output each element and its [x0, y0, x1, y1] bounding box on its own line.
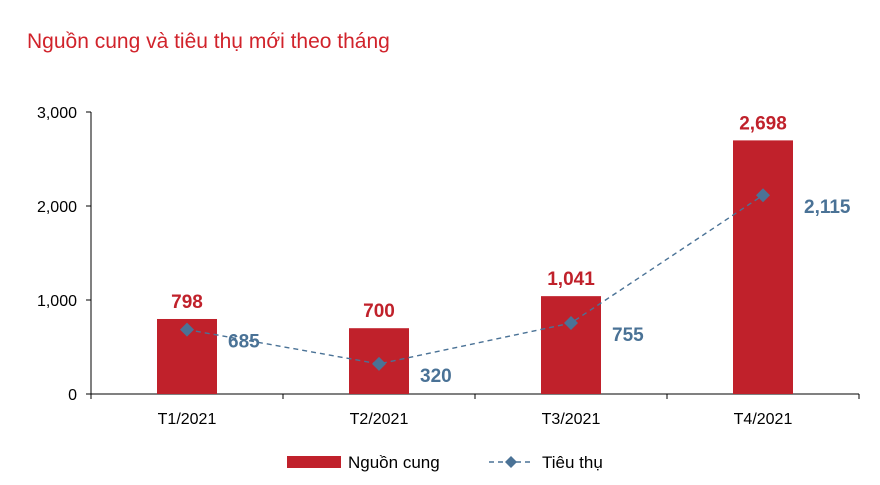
line-data-label: 685 [228, 332, 260, 353]
line-data-label: 320 [420, 366, 452, 387]
line-data-label: 2,115 [804, 197, 851, 218]
x-tick-label: T4/2021 [734, 411, 793, 428]
line-point-marker [756, 188, 770, 203]
legend-swatch-marker [505, 456, 517, 468]
chart-title: Nguồn cung và tiêu thụ mới theo tháng [27, 30, 390, 53]
bar-data-label: 700 [363, 301, 395, 322]
x-tick-label: T2/2021 [350, 411, 409, 428]
bar [541, 296, 601, 394]
bar-data-label: 798 [171, 292, 203, 313]
y-tick-label: 1,000 [37, 293, 77, 310]
line-series-path [186, 194, 764, 365]
x-tick-label: T1/2021 [158, 411, 217, 428]
bar-data-label: 1,041 [547, 269, 595, 290]
y-tick-label: 2,000 [37, 199, 77, 216]
x-tick-label: T3/2021 [542, 411, 601, 428]
legend-label-bar: Nguồn cung [348, 453, 440, 472]
line-point-marker [564, 316, 578, 331]
bar [733, 140, 793, 394]
y-tick-label: 3,000 [37, 105, 77, 122]
line-data-label: 755 [612, 325, 644, 346]
line-point-marker [372, 356, 386, 371]
legend-swatch-bar [287, 456, 341, 468]
bar-data-label: 2,698 [739, 113, 787, 134]
line-point-marker [180, 322, 194, 337]
legend-label-line: Tiêu thụ [542, 453, 603, 472]
y-tick-label: 0 [68, 387, 77, 404]
